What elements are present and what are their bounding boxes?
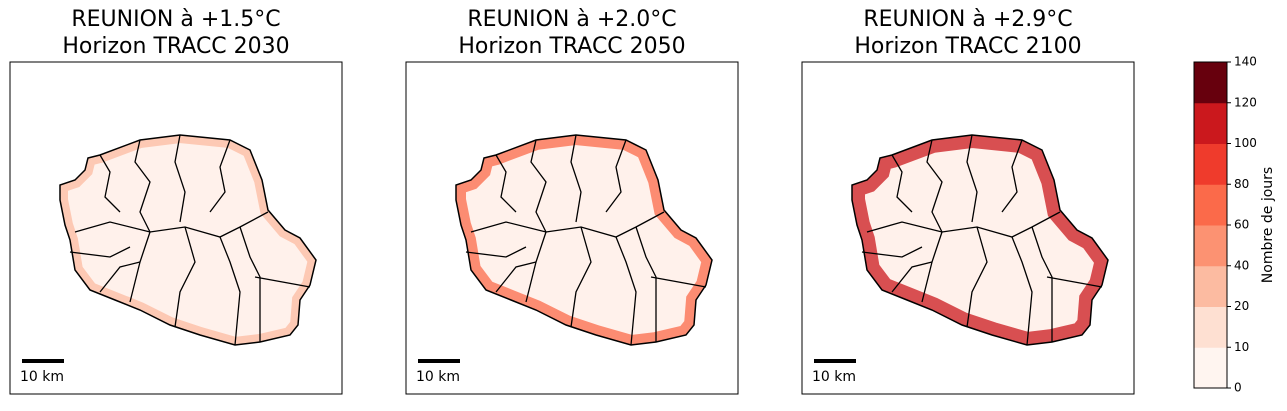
colorbar-bin: [1194, 306, 1227, 348]
panel-title: REUNION à +1.5°C: [71, 7, 280, 32]
scale-label: 10 km: [812, 369, 856, 385]
panel-title: REUNION à +2.0°C: [467, 7, 676, 32]
map-panel: 10 km: [405, 61, 739, 395]
colorbar-tick-label: 140: [1234, 55, 1257, 69]
colorbar-tick-label: 100: [1234, 136, 1257, 150]
colorbar-bin: [1194, 102, 1227, 144]
panels: 10 km 10 km 10 km: [9, 61, 1135, 395]
map-panel: 10 km: [9, 61, 343, 395]
colorbar: 0 10 20 40 60 80 100 120 140 Nombre de jours: [1193, 55, 1276, 395]
scale-label: 10 km: [416, 369, 460, 385]
panel-title: Horizon TRACC 2050: [458, 34, 685, 59]
panel-title: Horizon TRACC 2030: [62, 34, 289, 59]
panel-title: REUNION à +2.9°C: [863, 7, 1072, 32]
colorbar-bin: [1194, 184, 1227, 226]
colorbar-tick-label: 60: [1234, 218, 1249, 232]
colorbar-tick-label: 0: [1234, 381, 1242, 395]
colorbar-tick-label: 80: [1234, 177, 1249, 191]
map-panel: 10 km: [801, 61, 1135, 395]
panel-title: Horizon TRACC 2100: [854, 34, 1081, 59]
colorbar-tick-label: 120: [1234, 95, 1257, 109]
colorbar-bin: [1194, 265, 1227, 307]
colorbar-tick-label: 40: [1234, 258, 1249, 272]
colorbar-bin: [1194, 62, 1227, 104]
colorbar-tick-label: 10: [1234, 340, 1249, 354]
colorbar-tick-label: 20: [1234, 299, 1249, 313]
colorbar-label: Nombre de jours: [1260, 167, 1276, 283]
colorbar-bin: [1194, 225, 1227, 267]
scale-label: 10 km: [20, 369, 64, 385]
colorbar-bin: [1194, 347, 1227, 389]
colorbar-bin: [1194, 143, 1227, 185]
